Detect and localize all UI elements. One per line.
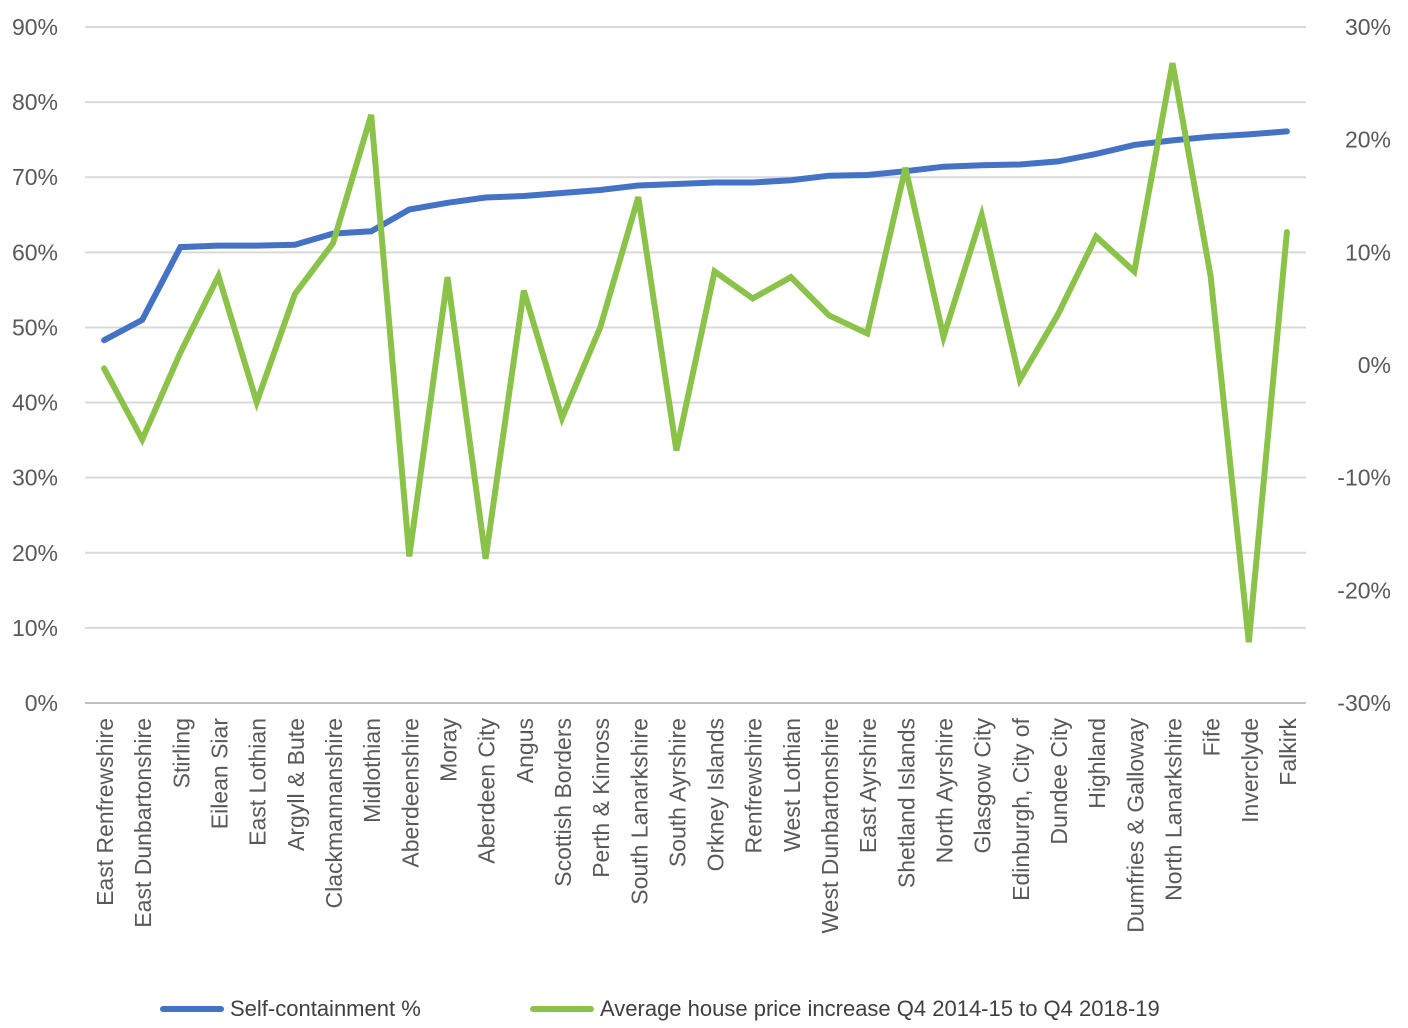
left-axis-tick-label: 10% [12, 615, 58, 641]
right-axis-tick-label: 10% [1345, 239, 1391, 265]
right-axis-tick-label: 30% [1345, 14, 1391, 40]
gridlines [85, 26, 1306, 704]
x-axis-category-label: Angus [512, 718, 538, 783]
legend: Self-containment % Average house price i… [0, 996, 1408, 1028]
x-axis-category-label: East Lothian [245, 718, 271, 846]
left-axis-tick-label: 40% [12, 390, 58, 416]
x-axis-category-label: East Ayrshire [855, 718, 881, 853]
series-line-house-price [101, 62, 1290, 643]
x-axis-category-label: Midlothian [359, 718, 385, 823]
x-axis-category-label: West Dunbartonshire [817, 718, 843, 934]
x-axis-category-label: Eilean Siar [207, 718, 233, 830]
x-axis-category-label: East Renfrewshire [92, 718, 118, 906]
x-axis-category-label: Argyll & Bute [283, 718, 309, 851]
right-axis-tick-label: 0% [1358, 352, 1391, 378]
x-axis-category-label: North Ayrshire [932, 718, 958, 863]
x-axis-category-label: Shetland Islands [893, 718, 919, 888]
x-axis-category-label: Moray [435, 718, 461, 782]
x-axis-category-label: Dundee City [1046, 718, 1072, 845]
series-line-self-containment [101, 128, 1290, 344]
x-axis-category-label: Clackmannanshire [321, 718, 347, 908]
x-axis-category-label: Scottish Borders [550, 718, 576, 887]
x-axis-category-labels: East Renfrewshire East Dunbartonshire Stir… [92, 717, 1301, 933]
x-axis-category-label: West Lothian [779, 718, 805, 852]
series-lines [101, 62, 1290, 643]
legend-item-house-price: Average house price increase Q4 2014-15 … [530, 996, 1160, 1022]
left-axis-tick-label: 20% [12, 540, 58, 566]
x-axis-category-label: Inverclyde [1237, 718, 1263, 823]
left-axis-ticks: 0% 10% 20% 30% 40% 50% 60% 70% 80% 90% [12, 14, 58, 716]
x-axis-category-label: Aberdeen City [474, 718, 500, 864]
legend-swatch-house-price [530, 1006, 594, 1012]
right-axis-tick-label: -30% [1337, 690, 1391, 716]
left-axis-tick-label: 80% [12, 89, 58, 115]
left-axis-tick-label: 30% [12, 465, 58, 491]
x-axis-category-label: Fife [1199, 718, 1225, 756]
x-axis-category-label: Orkney Islands [703, 718, 729, 871]
right-axis-ticks: -30% -20% -10% 0% 10% 20% 30% [1337, 14, 1391, 716]
left-axis-tick-label: 70% [12, 164, 58, 190]
left-axis-tick-label: 50% [12, 314, 58, 340]
legend-label-house-price: Average house price increase Q4 2014-15 … [600, 996, 1160, 1021]
x-axis-category-label: Dumfries & Galloway [1122, 718, 1148, 933]
right-axis-tick-label: -10% [1337, 465, 1391, 491]
chart-svg: 0% 10% 20% 30% 40% 50% 60% 70% 80% 90% -30% -20% -1… [12, 14, 1391, 934]
legend-item-self-containment: Self-containment % [160, 996, 421, 1022]
legend-swatch-self-containment [160, 1006, 224, 1012]
x-axis-category-label: South Ayrshire [664, 718, 690, 867]
x-axis-category-label: Perth & Kinross [588, 718, 614, 878]
right-axis-tick-label: 20% [1345, 127, 1391, 153]
x-axis-category-label: Falkirk [1275, 718, 1301, 786]
left-axis-tick-label: 60% [12, 239, 58, 265]
x-axis-category-label: Renfrewshire [741, 718, 767, 854]
right-axis-tick-label: -20% [1337, 577, 1391, 603]
legend-label-self-containment: Self-containment % [230, 996, 421, 1021]
x-axis-category-label: Aberdeenshire [397, 718, 423, 868]
left-axis-tick-label: 90% [12, 14, 58, 40]
x-axis-category-label: Glasgow City [970, 718, 996, 854]
x-axis-category-label: North Lanarkshire [1160, 718, 1186, 901]
x-axis-category-label: Highland [1084, 718, 1110, 809]
x-axis-category-label: South Lanarkshire [626, 718, 652, 905]
x-axis-category-label: Stirling [168, 718, 194, 788]
x-axis-category-label: Edinburgh, City of [1008, 717, 1034, 900]
left-axis-tick-label: 0% [25, 690, 58, 716]
x-axis-category-label: East Dunbartonshire [130, 718, 156, 928]
